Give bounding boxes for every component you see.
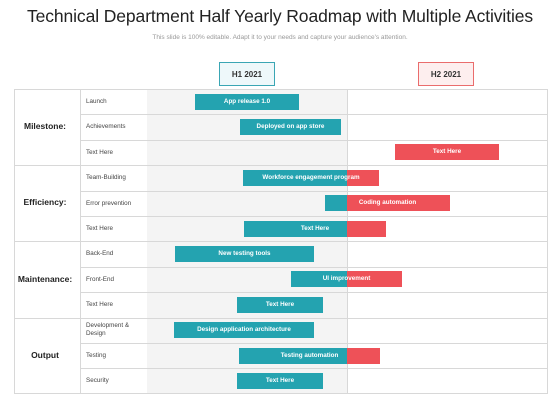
group-label: Efficiency:: [23, 197, 67, 208]
activity-label: Text Here: [86, 148, 113, 156]
bar-h2-segment: [347, 169, 379, 186]
bar-label: New testing tools: [218, 249, 271, 257]
group-label: Maintenance:: [17, 273, 73, 284]
roadmap-bar[interactable]: Text Here: [244, 220, 386, 237]
h1-header: H1 2021: [219, 62, 275, 86]
roadmap-bar[interactable]: UI improvement: [291, 271, 402, 288]
roadmap-bar[interactable]: Workforce engagement program: [243, 169, 379, 186]
bar-label: UI improvement: [322, 275, 371, 283]
bar-label: Text Here: [432, 148, 462, 156]
roadmap-grid: Milestone: Launch App release 1.0 Achieveme…: [14, 89, 548, 394]
bar-label: Design application architecture: [197, 326, 291, 334]
h2-header: H2 2021: [418, 62, 474, 86]
row-divider: [80, 114, 548, 116]
bar-h1-segment: [237, 372, 323, 389]
bar-label: Text Here: [265, 300, 295, 308]
row-divider: [80, 343, 548, 344]
bar-label: Text Here: [265, 376, 295, 384]
activity-label: Back-End: [86, 250, 114, 258]
bar-h1-segment: [244, 220, 347, 237]
bar-label: Deployed on app store: [256, 122, 325, 130]
group-top-border: [14, 317, 548, 319]
bar-h1-segment: [239, 347, 347, 364]
bar-h2-segment: [347, 220, 386, 237]
row-divider: [80, 190, 548, 192]
bar-h2-segment: [347, 347, 380, 364]
activity-label: Text Here: [86, 301, 113, 309]
bar-h2-segment: [395, 144, 499, 161]
bar-label: App release 1.0: [223, 97, 271, 105]
bar-label: Coding automation: [358, 199, 417, 207]
roadmap-bar[interactable]: Testing automation: [239, 347, 380, 364]
row-divider: [80, 292, 548, 294]
roadmap-bar[interactable]: Text Here: [237, 296, 323, 313]
roadmap-bar[interactable]: Design application architecture: [174, 322, 314, 339]
bar-h1-segment: [243, 169, 347, 186]
group-top-border: [14, 89, 548, 90]
bar-h1-segment: [195, 93, 299, 110]
bar-h1-segment: [174, 322, 314, 339]
row-divider: [80, 139, 548, 141]
bar-label: Testing automation: [280, 351, 339, 359]
activity-label: Testing: [86, 352, 106, 359]
slide-title: Technical Department Half Yearly Roadmap…: [26, 6, 534, 26]
roadmap-bar[interactable]: Coding automation: [325, 195, 450, 212]
activity-label: Text Here: [86, 225, 113, 232]
grid-bottom-border: [14, 393, 548, 394]
roadmap-bar[interactable]: Text Here: [237, 372, 323, 389]
roadmap-bar[interactable]: Deployed on app store: [240, 118, 341, 135]
bar-h1-segment: [175, 245, 314, 262]
row-divider: [80, 216, 548, 217]
group-label: Output: [31, 349, 59, 360]
activity-label: Error prevention: [86, 199, 132, 207]
activity-label: Team-Building: [86, 174, 126, 182]
activity-label: Achievements: [86, 123, 126, 131]
bar-h2-segment: [347, 271, 402, 288]
activity-label: Development & Design: [86, 321, 130, 337]
activity-label: Front-End: [86, 275, 114, 283]
row-divider: [80, 266, 548, 268]
slide-subtitle: This slide is 100% editable. Adapt it to…: [152, 34, 408, 41]
activity-label: Launch: [86, 98, 107, 105]
row-divider: [80, 368, 548, 370]
bar-h1-segment: [240, 118, 341, 135]
group-top-border: [14, 165, 548, 167]
roadmap-bar[interactable]: New testing tools: [175, 245, 314, 262]
bar-label: Text Here: [300, 224, 330, 232]
bar-h1-segment: [237, 296, 323, 313]
group-top-border: [14, 241, 548, 243]
group-label: Milestone:: [23, 121, 67, 132]
bar-h1-segment: [325, 195, 347, 212]
roadmap-bar[interactable]: App release 1.0: [195, 93, 299, 110]
bar-h1-segment: [291, 271, 347, 288]
roadmap-bar[interactable]: Text Here: [395, 144, 499, 161]
activity-label: Security: [86, 377, 109, 385]
bar-h2-segment: [347, 195, 450, 212]
bar-label: Workforce engagement program: [262, 173, 360, 181]
